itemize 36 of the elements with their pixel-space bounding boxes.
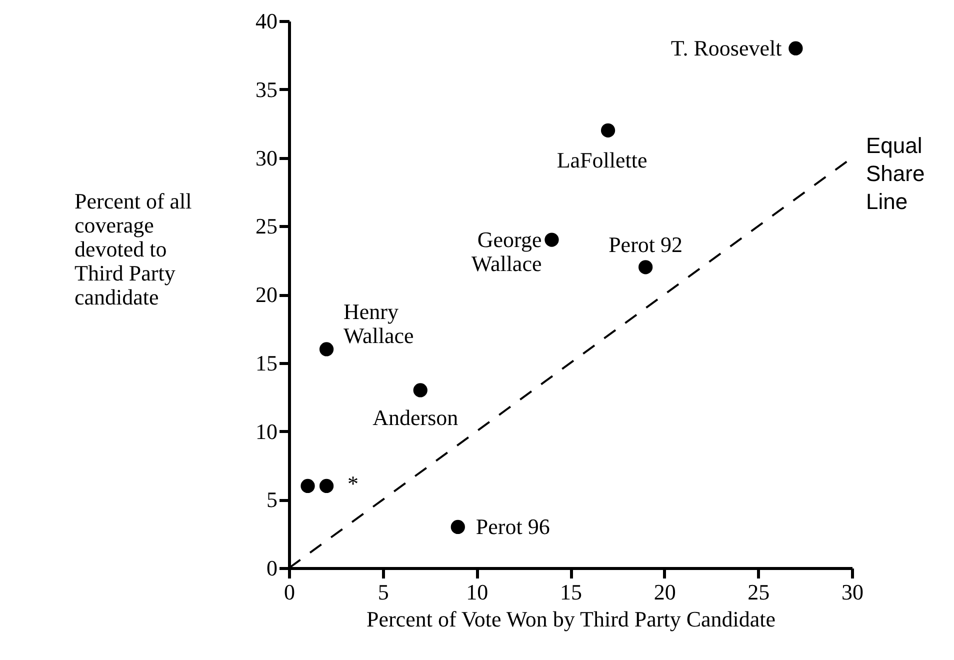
annotation: Perot 92 <box>608 232 683 258</box>
series-label: Equal Share Line <box>866 132 925 214</box>
annotation: LaFollette <box>556 147 648 172</box>
point <box>450 520 465 534</box>
x-tick-label: 25 <box>748 580 770 604</box>
point <box>544 232 559 247</box>
point <box>413 383 428 398</box>
y-tick-label: 25 <box>256 214 278 239</box>
y-tick-label: 10 <box>256 418 278 444</box>
x-tick-label: 30 <box>842 580 864 604</box>
point <box>788 41 803 56</box>
annotation: * <box>348 470 359 496</box>
annotation: Henry Wallace <box>344 299 414 348</box>
point <box>319 478 334 494</box>
y-tick-label: 20 <box>256 282 278 307</box>
y-tick-label: 5 <box>266 487 278 512</box>
annotation: Perot 96 <box>476 514 550 539</box>
point <box>600 123 616 138</box>
x-axis-title: Percent of Vote Won by Third Party Candidate <box>366 606 776 632</box>
x-tick-label: 15 <box>560 580 582 604</box>
y-tick-label: 35 <box>256 76 278 102</box>
annotation: Anderson <box>372 405 458 430</box>
annotation: George Wallace <box>471 226 542 276</box>
x-tick-label: 20 <box>654 580 676 604</box>
x-tick-label: 10 <box>466 580 488 604</box>
y-tick-label: 0 <box>266 556 278 580</box>
point <box>638 260 653 274</box>
annotation: T. Roosevelt <box>670 35 782 60</box>
y-tick-label: 15 <box>256 350 278 376</box>
y-tick-label: 40 <box>256 8 278 34</box>
point <box>319 342 334 356</box>
x-tick-label: 0 <box>284 580 295 604</box>
y-tick-label: 30 <box>256 145 278 170</box>
point <box>300 478 315 494</box>
y-axis-title: Percent of all coverage devoted to Third Party candidate <box>74 188 192 310</box>
x-tick-label: 5 <box>378 580 389 604</box>
